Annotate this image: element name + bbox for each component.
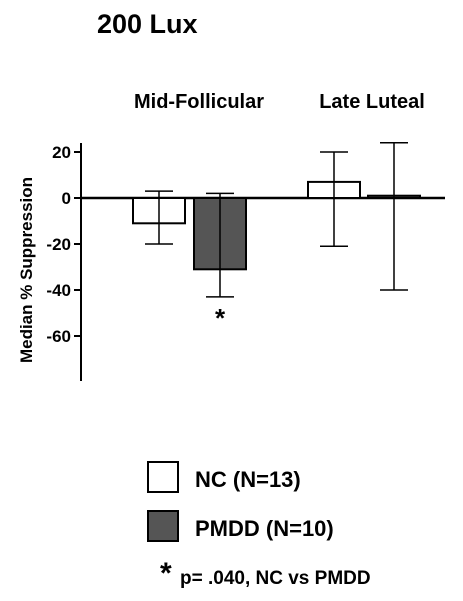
footnote-marker: * — [160, 557, 172, 590]
footnote: * p= .040, NC vs PMDD — [160, 557, 371, 590]
legend-swatch — [147, 461, 179, 493]
y-tick-label: -20 — [46, 235, 71, 254]
plot-area: 20 0 -20 -40 -60 Mid-Follicular Late Luteal * — [46, 91, 445, 381]
legend-swatch — [147, 510, 179, 542]
chart-title: 200 Lux — [97, 9, 198, 39]
footnote-text: p= .040, NC vs PMDD — [180, 568, 371, 589]
y-tick-label: 0 — [62, 189, 71, 208]
y-axis-label-group: Median % Suppression — [17, 177, 36, 363]
legend-label: PMDD (N=10) — [195, 516, 334, 541]
legend-label: NC (N=13) — [195, 467, 301, 492]
y-tick-label: 20 — [52, 143, 71, 162]
y-tick-label: -40 — [46, 281, 71, 300]
y-tick-label: -60 — [46, 327, 71, 346]
group-label: Mid-Follicular — [134, 91, 264, 113]
y-axis-label: Median % Suppression — [17, 177, 36, 363]
significance-marker: * — [215, 303, 226, 333]
group-label: Late Luteal — [319, 91, 425, 113]
legend: NC (N=13) PMDD (N=10) — [147, 461, 334, 542]
